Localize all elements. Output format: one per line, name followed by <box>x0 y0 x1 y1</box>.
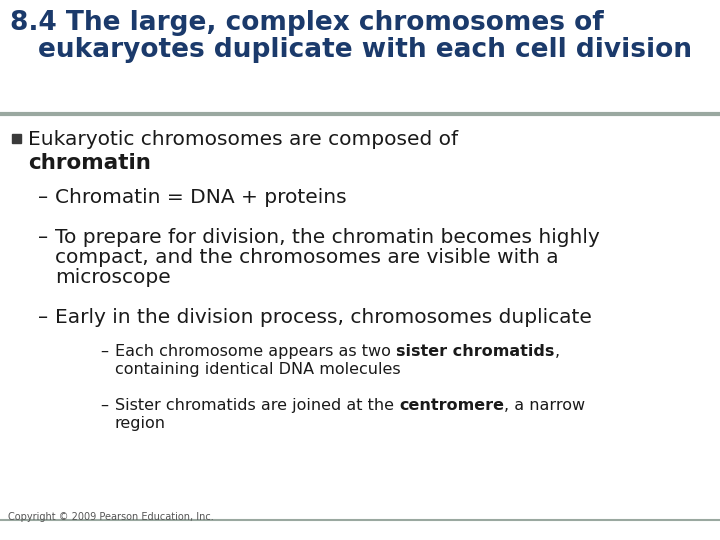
Text: Copyright © 2009 Pearson Education, Inc.: Copyright © 2009 Pearson Education, Inc. <box>8 512 214 522</box>
Text: Early in the division process, chromosomes duplicate: Early in the division process, chromosom… <box>55 308 592 327</box>
Text: , a narrow: , a narrow <box>504 398 585 413</box>
Text: 8.4 The large, complex chromosomes of: 8.4 The large, complex chromosomes of <box>10 10 604 36</box>
Text: compact, and the chromosomes are visible with a: compact, and the chromosomes are visible… <box>55 248 559 267</box>
Text: chromatin: chromatin <box>28 153 151 173</box>
Text: –: – <box>38 308 48 327</box>
Text: containing identical DNA molecules: containing identical DNA molecules <box>115 362 400 377</box>
Text: –: – <box>38 188 48 207</box>
Text: eukaryotes duplicate with each cell division: eukaryotes duplicate with each cell divi… <box>38 37 692 63</box>
Text: –: – <box>100 344 108 359</box>
Text: To prepare for division, the chromatin becomes highly: To prepare for division, the chromatin b… <box>55 228 600 247</box>
Text: region: region <box>115 416 166 431</box>
Text: Sister chromatids are joined at the: Sister chromatids are joined at the <box>115 398 399 413</box>
Text: Each chromosome appears as two: Each chromosome appears as two <box>115 344 396 359</box>
Text: sister chromatids: sister chromatids <box>396 344 554 359</box>
Text: –: – <box>100 398 108 413</box>
Text: Chromatin = DNA + proteins: Chromatin = DNA + proteins <box>55 188 346 207</box>
Text: –: – <box>38 228 48 247</box>
Text: Eukaryotic chromosomes are composed of: Eukaryotic chromosomes are composed of <box>28 130 458 149</box>
Text: centromere: centromere <box>399 398 504 413</box>
Text: microscope: microscope <box>55 268 171 287</box>
Text: ,: , <box>554 344 559 359</box>
Bar <box>12 134 21 143</box>
